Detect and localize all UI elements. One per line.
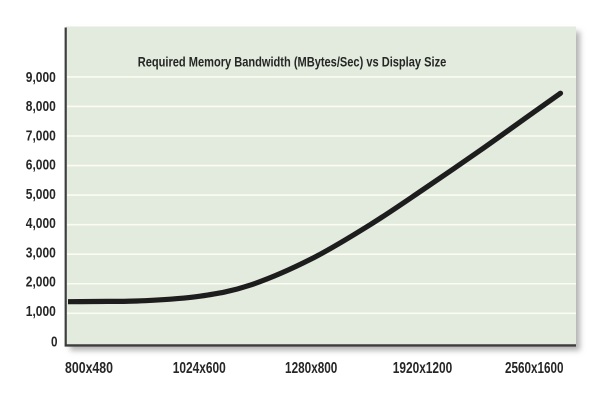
svg-text:1920x1200: 1920x1200 [393,360,453,377]
svg-text:1,000: 1,000 [26,303,56,320]
svg-text:1024x600: 1024x600 [173,360,226,377]
svg-text:3,000: 3,000 [26,244,56,261]
svg-text:9,000: 9,000 [26,69,56,86]
svg-text:800x480: 800x480 [65,360,113,377]
svg-text:5,000: 5,000 [26,186,56,203]
svg-text:0: 0 [51,333,58,350]
svg-text:Required Memory Bandwidth (MBy: Required Memory Bandwidth (MBytes/Sec) v… [138,53,447,69]
svg-text:1280x800: 1280x800 [285,360,337,377]
svg-text:2,000: 2,000 [26,274,56,291]
svg-text:4,000: 4,000 [26,215,56,232]
svg-text:7,000: 7,000 [26,127,56,144]
svg-text:6,000: 6,000 [26,157,56,174]
svg-text:8,000: 8,000 [26,98,56,115]
svg-text:2560x1600: 2560x1600 [505,360,564,377]
